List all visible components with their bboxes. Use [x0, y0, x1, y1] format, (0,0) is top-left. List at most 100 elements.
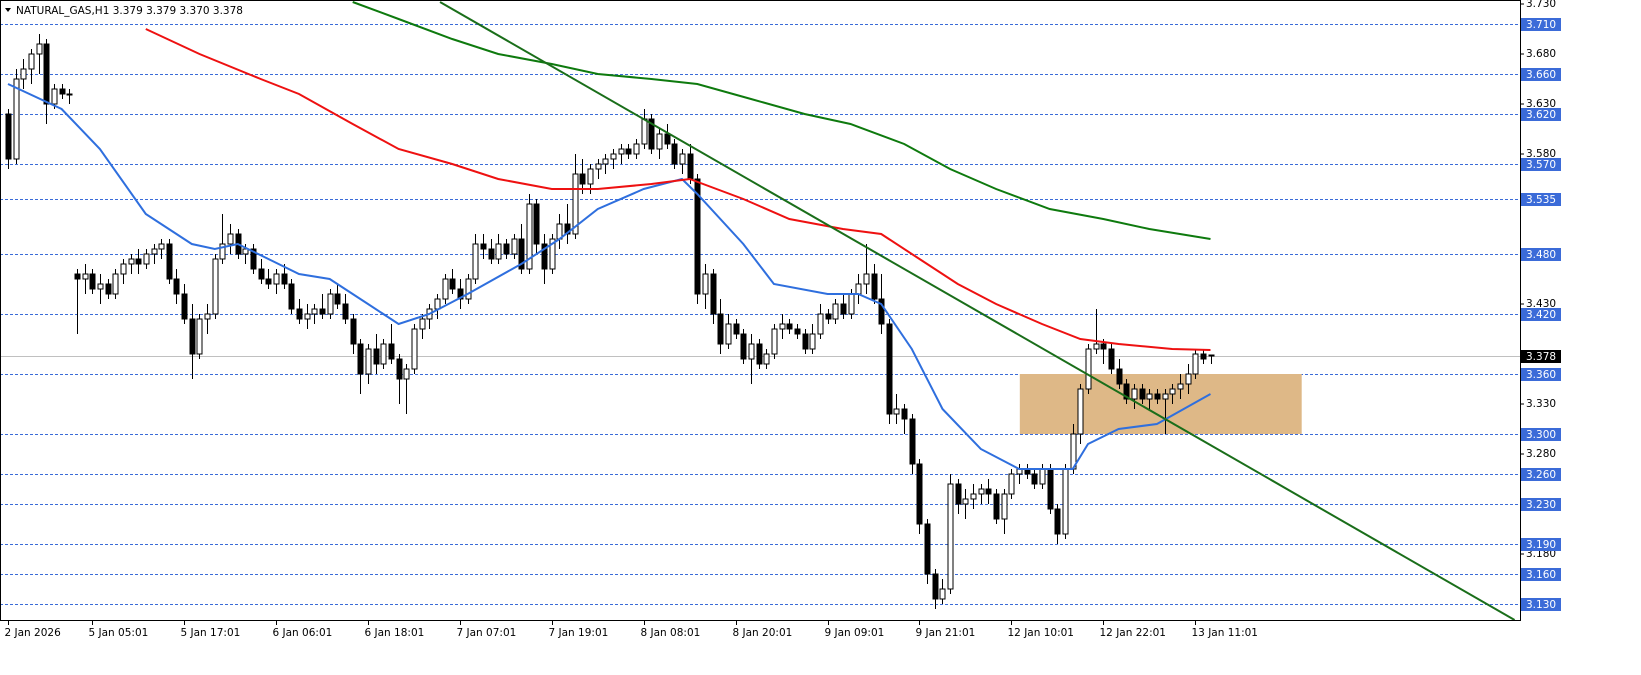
level-label-box: [1521, 18, 1561, 31]
y-tick-label: 3.280: [1526, 448, 1556, 460]
candle-body: [434, 298, 441, 310]
candle-body: [1008, 473, 1015, 495]
candle-body: [128, 258, 135, 265]
level-label: 3.360: [1526, 369, 1556, 381]
candle-body: [878, 298, 885, 325]
candle-body: [947, 483, 954, 590]
candle-body: [779, 323, 786, 330]
candle-body: [817, 313, 824, 335]
candle-body: [809, 333, 816, 350]
candle-body: [36, 43, 43, 55]
x-tick-label: 2 Jan 2026: [5, 627, 62, 639]
candle-body: [679, 153, 686, 165]
y-tick-label: 3.330: [1526, 398, 1556, 410]
x-tick-label: 13 Jan 11:01: [1192, 627, 1258, 639]
candle-body: [702, 273, 709, 295]
candle-body: [1146, 393, 1153, 400]
candle-body: [633, 143, 640, 155]
y-tick-label: 3.430: [1526, 298, 1556, 310]
candle-body: [1185, 373, 1192, 385]
candle-body: [97, 283, 104, 290]
candle-body: [311, 308, 318, 315]
candle-body: [840, 303, 847, 315]
candle-body: [1139, 388, 1146, 400]
candle-body: [1169, 388, 1176, 395]
level-label: 3.420: [1526, 309, 1556, 321]
level-label: 3.190: [1526, 539, 1556, 551]
level-label-box: [1521, 368, 1561, 381]
candle-body: [664, 133, 671, 145]
candle-body: [1177, 383, 1184, 390]
x-tick-label: 12 Jan 10:01: [1008, 627, 1074, 639]
candle-body: [886, 323, 893, 415]
level-label: 3.260: [1526, 469, 1556, 481]
candle-body: [871, 273, 878, 300]
candle-body: [1054, 508, 1061, 535]
level-label-box: [1521, 598, 1561, 611]
candle-body: [442, 278, 449, 300]
candle-body: [579, 173, 586, 185]
candle-body: [59, 88, 66, 95]
candle-body: [1031, 473, 1038, 485]
level-label: 3.710: [1526, 19, 1556, 31]
level-label-box: [1521, 308, 1561, 321]
candle-body: [848, 293, 855, 315]
candle-body: [740, 333, 747, 360]
candle-body: [465, 278, 472, 300]
candle-body: [541, 243, 548, 270]
plot-frame: [0, 0, 1521, 621]
candle-body: [1192, 353, 1199, 375]
candle-body: [939, 588, 946, 600]
candle-body: [763, 353, 770, 365]
candle-body: [916, 463, 923, 525]
candle-body: [373, 348, 380, 365]
level-label: 3.480: [1526, 249, 1556, 261]
candle-body: [1085, 348, 1092, 390]
level-label-box: [1521, 428, 1561, 441]
candle-body: [495, 243, 502, 260]
level-label: 3.160: [1526, 569, 1556, 581]
x-tick-label: 7 Jan 19:01: [549, 627, 609, 639]
candle-body: [1077, 388, 1084, 435]
candle-body: [710, 273, 717, 315]
indicator-line: [145, 28, 1211, 351]
candle-body: [832, 303, 839, 320]
candle-body: [909, 418, 916, 465]
candle-body: [511, 238, 518, 255]
candle-body: [985, 488, 992, 495]
candle-body: [1123, 383, 1130, 400]
x-tick-label: 8 Jan 20:01: [733, 627, 793, 639]
last-price-box: [1521, 350, 1561, 363]
chart-title: NATURAL_GAS,H1 3.379 3.379 3.370 3.378: [16, 5, 243, 17]
candle-body: [602, 158, 609, 165]
candle-body: [786, 323, 793, 330]
candle-body: [105, 283, 112, 295]
level-label: 3.230: [1526, 499, 1556, 511]
x-tick-label: 5 Jan 05:01: [89, 627, 149, 639]
candle-body: [625, 148, 632, 155]
candle-body: [863, 273, 870, 285]
candle-body: [189, 318, 196, 355]
candle-body: [51, 88, 58, 105]
candle-body: [411, 328, 418, 370]
level-label: 3.620: [1526, 109, 1556, 121]
zone: [1019, 374, 1302, 434]
candle-body: [855, 283, 862, 295]
x-tick-label: 12 Jan 22:01: [1100, 627, 1166, 639]
candle-body: [1100, 343, 1107, 350]
x-tick-label: 7 Jan 07:01: [457, 627, 517, 639]
candle-body: [1001, 493, 1008, 520]
level-label-box: [1521, 158, 1561, 171]
candle-body: [1047, 468, 1054, 510]
level-label-box: [1521, 538, 1561, 551]
candle-body: [1131, 388, 1138, 400]
y-tick-label: 3.730: [1526, 0, 1556, 10]
candle-body: [733, 323, 740, 335]
candle-body: [901, 408, 908, 420]
candle-body: [1062, 468, 1069, 535]
candle-body: [457, 288, 464, 300]
candle-body: [756, 343, 763, 365]
candle-body: [120, 263, 127, 275]
candle-body: [342, 303, 349, 320]
candle-body: [5, 113, 12, 160]
